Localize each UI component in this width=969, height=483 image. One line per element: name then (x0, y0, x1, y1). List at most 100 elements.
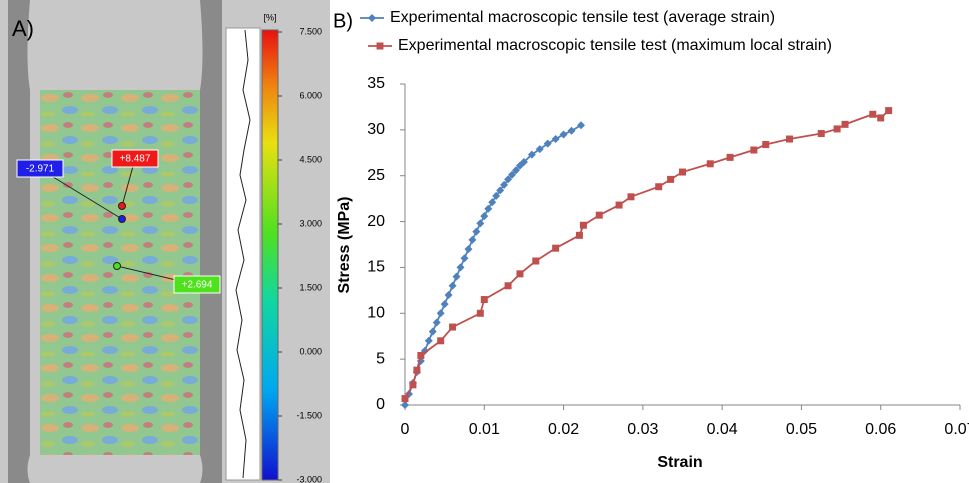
panel-label: A) (12, 16, 34, 41)
data-point (444, 290, 453, 299)
data-point (552, 244, 560, 252)
data-point (448, 281, 457, 290)
data-point (595, 211, 603, 219)
colorbar-tick-label: -3.000 (296, 474, 322, 483)
point-marker (118, 202, 126, 210)
data-point (750, 146, 758, 154)
strain-map (40, 90, 200, 455)
data-point (762, 141, 770, 149)
data-point (706, 160, 714, 168)
value-box (111, 149, 159, 168)
data-point (484, 204, 493, 213)
y-tick-label: 30 (367, 121, 385, 138)
y-tick-label: 20 (367, 213, 385, 230)
data-point (543, 139, 552, 148)
value-box (16, 159, 64, 178)
data-point (480, 212, 489, 221)
y-tick-label: 5 (376, 350, 385, 367)
data-point (504, 175, 513, 184)
legend-label: Experimental macroscopic tensile test (m… (398, 37, 832, 54)
colorbar-tick-label: 7.500 (299, 26, 322, 36)
data-point (527, 150, 536, 159)
data-point (667, 175, 675, 183)
data-point (476, 309, 484, 317)
data-point (516, 270, 524, 278)
colorbar-tick-label: 1.500 (299, 282, 322, 292)
data-point (476, 219, 485, 228)
data-point (877, 114, 885, 122)
series-line (404, 124, 582, 406)
point-marker (118, 215, 126, 223)
y-tick-label: 0 (376, 396, 385, 413)
x-tick-label: 0 (401, 421, 410, 438)
point-value: -2.971 (26, 164, 55, 175)
colorbar-tick-label: 6.000 (299, 90, 322, 100)
x-axis-label: Strain (657, 454, 702, 471)
x-tick-label: 0.02 (548, 421, 579, 438)
data-point (413, 366, 421, 374)
data-point (567, 126, 576, 135)
data-point (817, 130, 825, 138)
data-point (575, 231, 583, 239)
x-tick-label: 0.01 (469, 421, 500, 438)
x-tick-label: 0.04 (707, 421, 738, 438)
y-tick-label: 15 (367, 259, 385, 276)
point-value: +2.694 (182, 280, 213, 291)
data-point (869, 110, 877, 118)
data-point (417, 351, 425, 359)
data-point (468, 235, 477, 244)
data-point (488, 198, 497, 207)
data-point (577, 121, 586, 130)
data-point (519, 157, 528, 166)
data-point (437, 337, 445, 345)
data-point (500, 180, 509, 189)
colorbar (261, 29, 279, 481)
panel-a: A) [%] 7.500 6.000 4.500 3.000 1.500 0.000 -1.… (0, 0, 330, 483)
legend-marker (376, 42, 384, 50)
data-point (885, 107, 893, 115)
data-point (679, 168, 686, 176)
grip (200, 0, 222, 483)
colorbar-tick-label: 0.000 (299, 346, 322, 356)
data-point (401, 395, 409, 403)
data-point (492, 191, 501, 200)
data-point (496, 186, 505, 195)
panel-label: B) (333, 10, 353, 32)
data-point (432, 318, 441, 327)
legend-marker (368, 14, 376, 22)
x-tick-label: 0.07 (944, 421, 969, 438)
data-point (428, 327, 437, 336)
data-point (472, 227, 481, 236)
x-tick-label: 0.05 (786, 421, 817, 438)
legend-label: Experimental macroscopic tensile test (a… (390, 9, 775, 26)
data-point (535, 145, 544, 154)
data-point (460, 254, 469, 263)
colorbar-tick-label: 4.500 (299, 154, 322, 164)
data-point (726, 153, 734, 161)
data-point (464, 245, 473, 254)
data-point (440, 300, 449, 309)
y-axis-label: Stress (MPa) (336, 197, 353, 294)
data-point (452, 272, 461, 281)
annotations: 7.500 6.000 4.500 3.000 1.500 0.000 -1.500 -3.0… (16, 26, 322, 483)
x-tick-label: 0.06 (865, 421, 896, 438)
value-box (173, 275, 221, 294)
data-point (449, 323, 457, 331)
data-point (655, 183, 663, 191)
colorbar-tick-label: 3.000 (299, 218, 322, 228)
point-value: +8.487 (120, 154, 151, 165)
data-point (480, 296, 488, 304)
strain-profile (235, 29, 251, 479)
data-point (841, 120, 849, 128)
data-point (504, 282, 512, 290)
data-point (409, 381, 417, 389)
data-point (508, 170, 517, 179)
y-tick-label: 35 (367, 75, 385, 92)
colorbar-tick-label: -1.500 (296, 410, 322, 420)
y-tick-label: 25 (367, 167, 385, 184)
data-point (559, 130, 568, 139)
data-point (436, 309, 445, 318)
point-marker (113, 262, 121, 270)
x-tick-label: 0.03 (627, 421, 658, 438)
